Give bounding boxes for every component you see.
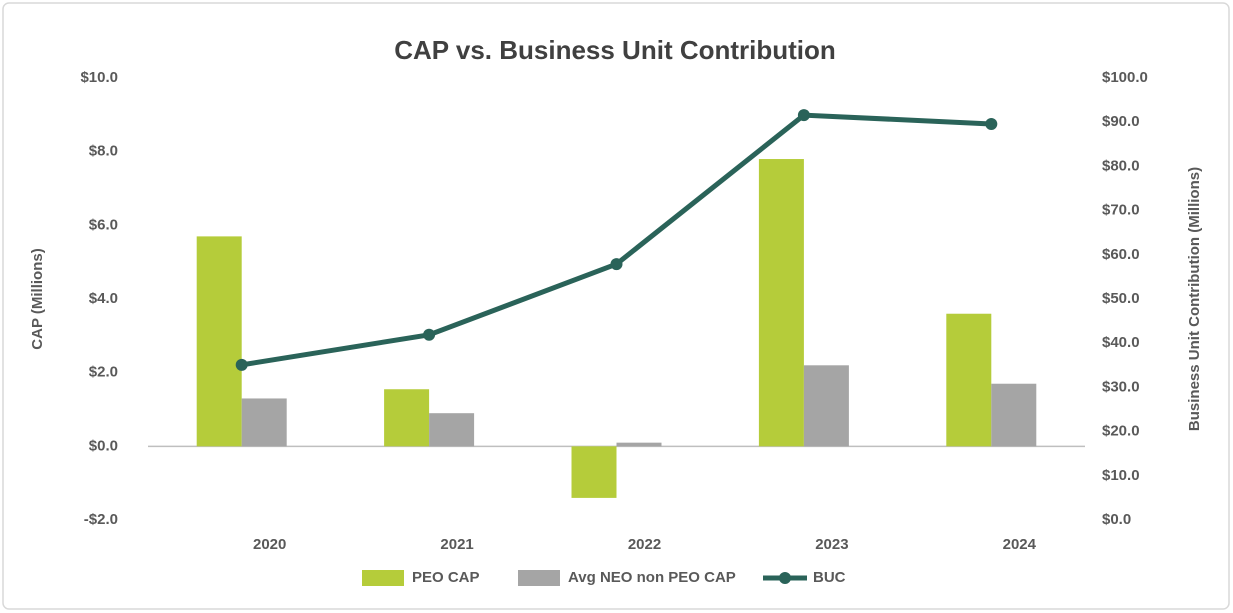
y2-tick-label: $0.0	[1102, 511, 1131, 528]
legend-swatch	[779, 572, 791, 584]
bar	[803, 365, 849, 447]
x-tick-label: 2024	[1003, 536, 1037, 553]
chart-title: CAP vs. Business Unit Contribution	[394, 35, 836, 65]
x-tick-label: 2020	[253, 536, 286, 553]
bar	[429, 413, 475, 447]
bar	[384, 389, 430, 447]
y2-tick-label: $80.0	[1102, 157, 1140, 174]
y2-tick-label: $40.0	[1102, 334, 1140, 351]
y-tick-label: $10.0	[80, 69, 118, 86]
legend-label: PEO CAP	[412, 569, 480, 586]
y-tick-label: $6.0	[89, 216, 118, 233]
line-marker	[610, 258, 623, 271]
legend-swatch	[362, 570, 404, 586]
legend-label: Avg NEO non PEO CAP	[568, 569, 736, 586]
y-tick-label: -$2.0	[84, 511, 118, 528]
y-tick-label: $4.0	[89, 290, 118, 307]
bar	[946, 313, 992, 447]
line-marker	[985, 117, 998, 130]
y-tick-label: $2.0	[89, 364, 118, 381]
y-tick-label: $0.0	[89, 437, 118, 454]
bar	[616, 442, 662, 447]
bar	[758, 159, 804, 447]
x-tick-label: 2023	[815, 536, 848, 553]
y-tick-label: $8.0	[89, 143, 118, 160]
bar	[991, 383, 1037, 447]
y2-tick-label: $10.0	[1102, 467, 1140, 484]
x-tick-label: 2022	[628, 536, 661, 553]
line-marker	[235, 358, 248, 371]
y-axis-label: CAP (Millions)	[29, 248, 46, 349]
x-tick-label: 2021	[440, 536, 473, 553]
bar	[571, 446, 617, 498]
line-marker	[423, 328, 436, 341]
legend-label: BUC	[813, 569, 846, 586]
y2-tick-label: $100.0	[1102, 69, 1148, 86]
y2-tick-label: $20.0	[1102, 423, 1140, 440]
y2-tick-label: $70.0	[1102, 202, 1140, 219]
line-marker	[797, 109, 810, 122]
y2-tick-label: $30.0	[1102, 378, 1140, 395]
bar	[196, 236, 242, 447]
y2-tick-label: $50.0	[1102, 290, 1140, 307]
y2-axis-label: Business Unit Contribution (Millions)	[1186, 167, 1203, 431]
y2-tick-label: $60.0	[1102, 246, 1140, 263]
bar	[241, 398, 287, 447]
y2-tick-label: $90.0	[1102, 113, 1140, 130]
legend-swatch	[518, 570, 560, 586]
